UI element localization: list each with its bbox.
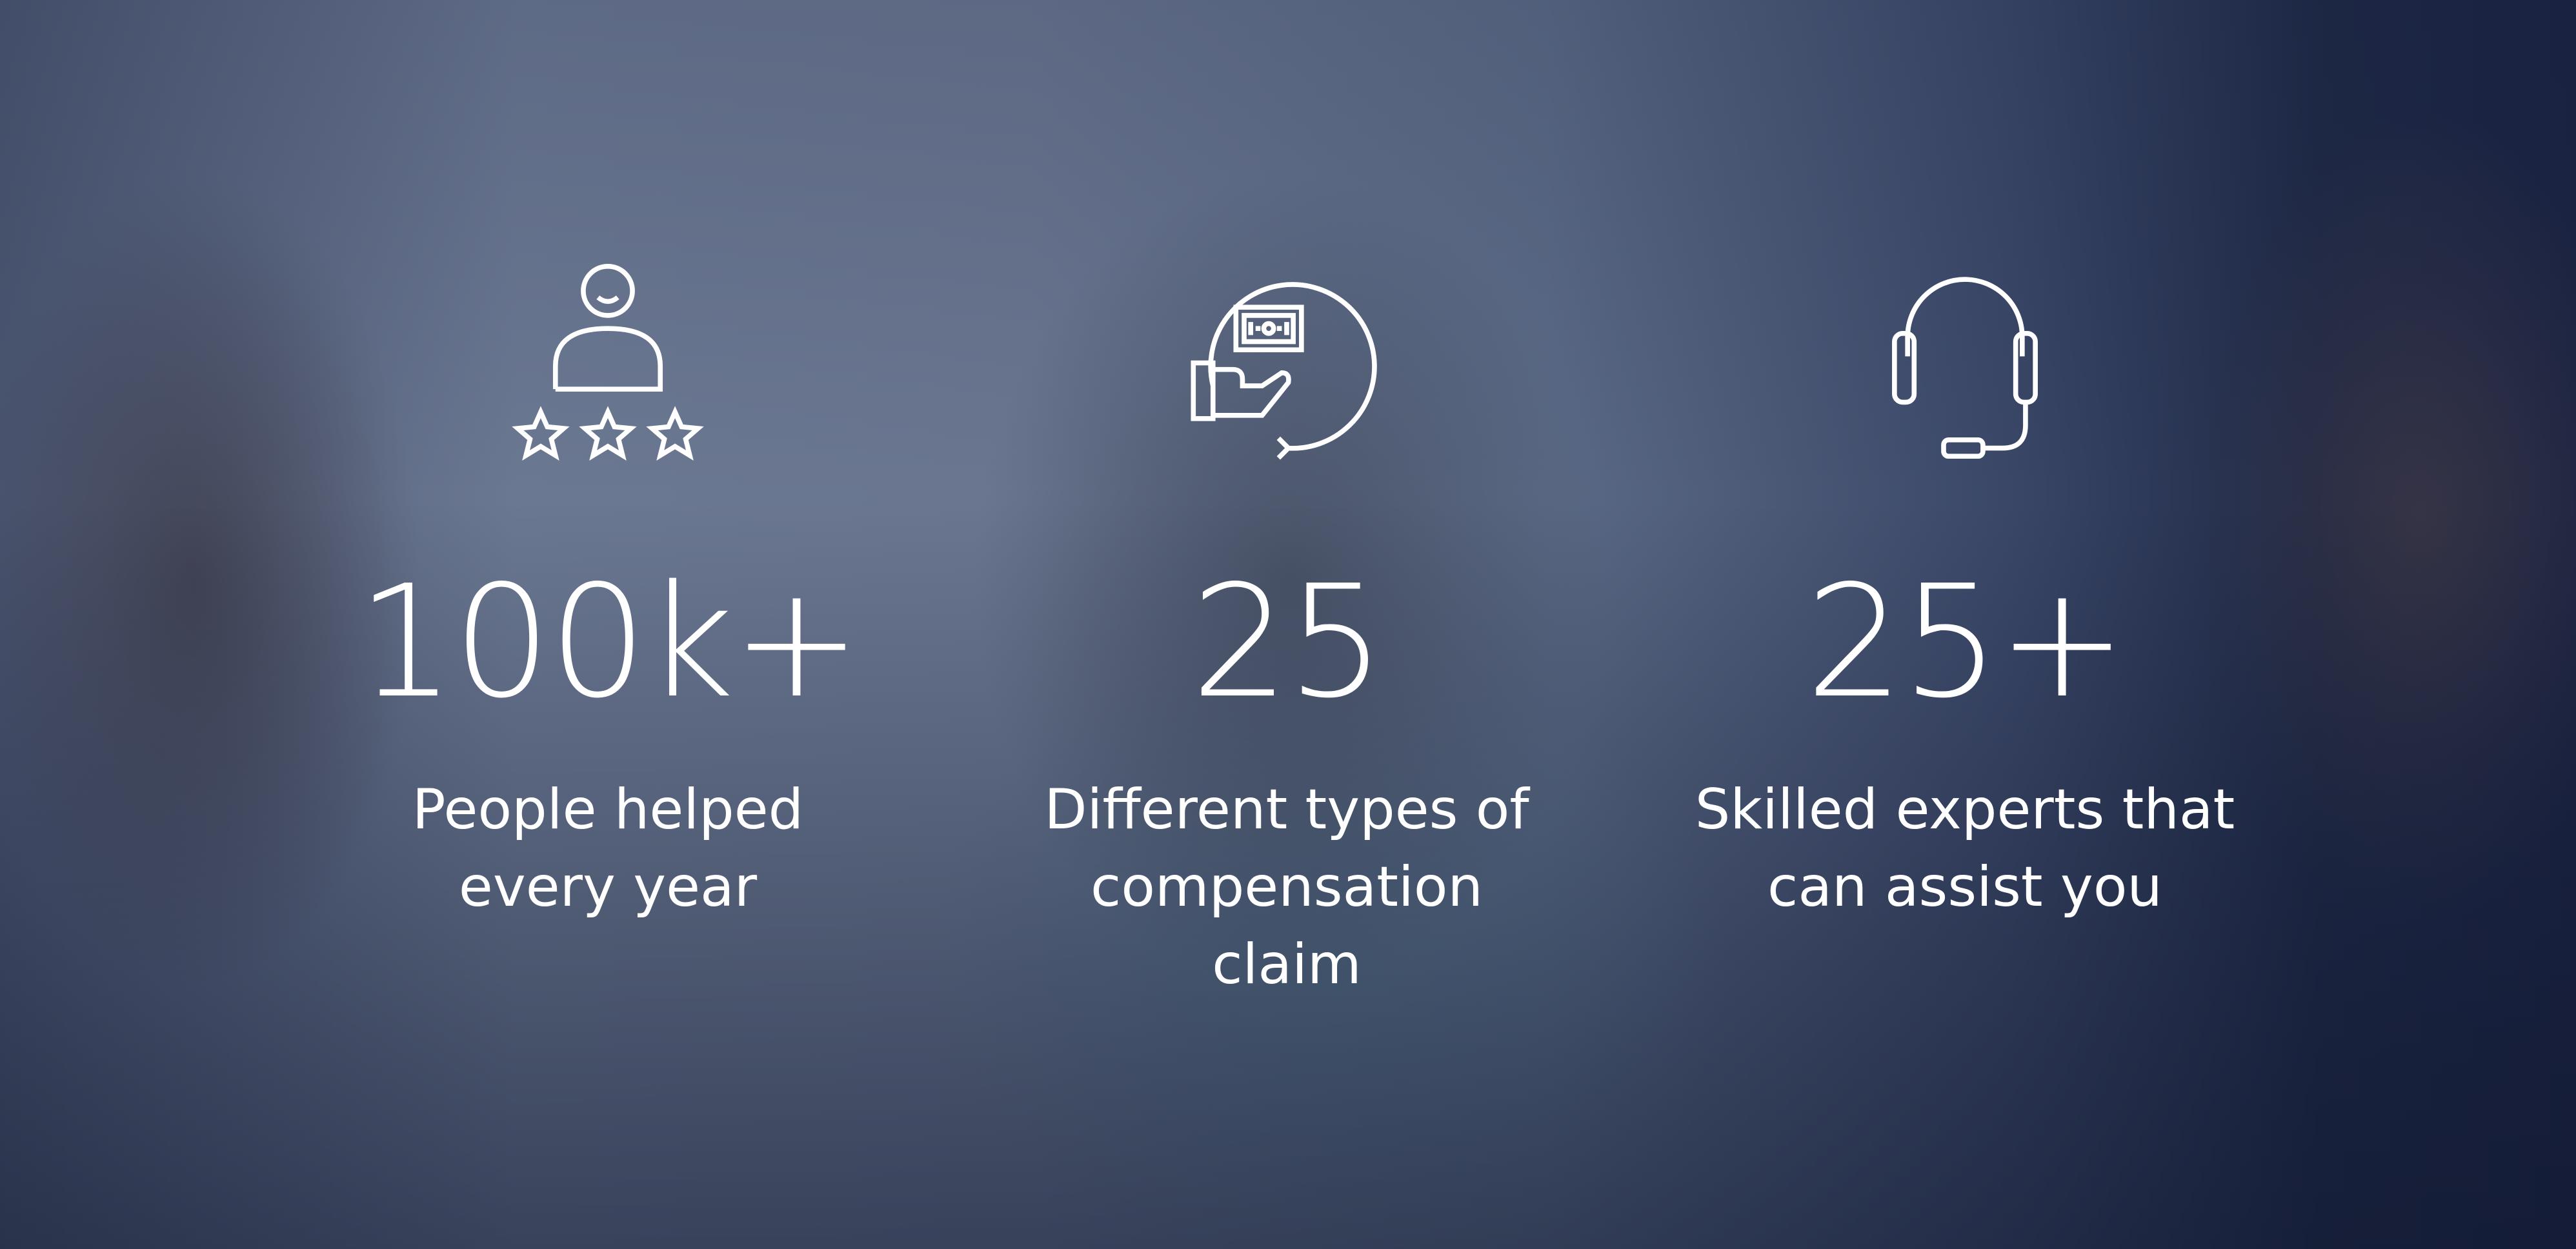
label-line: can assist you: [1767, 855, 2162, 919]
label-line: Different types of: [1044, 777, 1529, 842]
money-hand-icon: [1191, 282, 1377, 460]
stat-value: 25: [1191, 552, 1385, 732]
stat-claim-types: 25 Different types of compensation claim: [996, 255, 1577, 1003]
stat-people-helped: 100k+ People helped every year: [317, 255, 898, 926]
label-line: People helped: [412, 777, 804, 842]
label-line: Skilled experts that: [1695, 777, 2235, 842]
customer-rating-icon: [512, 263, 704, 461]
stat-label: Different types of compensation claim: [996, 771, 1577, 1003]
label-line: every year: [458, 855, 758, 919]
label-line: claim: [1212, 932, 1362, 997]
label-line: compensation: [1091, 855, 1483, 919]
stat-value: 25+: [1805, 552, 2127, 732]
stat-label: People helped every year: [317, 771, 898, 926]
stat-value: 100k+: [356, 552, 861, 732]
stat-label: Skilled experts that can assist you: [1675, 771, 2255, 926]
headset-icon: [1892, 277, 2038, 459]
stat-skilled-experts: 25+ Skilled experts that can assist you: [1675, 255, 2255, 926]
